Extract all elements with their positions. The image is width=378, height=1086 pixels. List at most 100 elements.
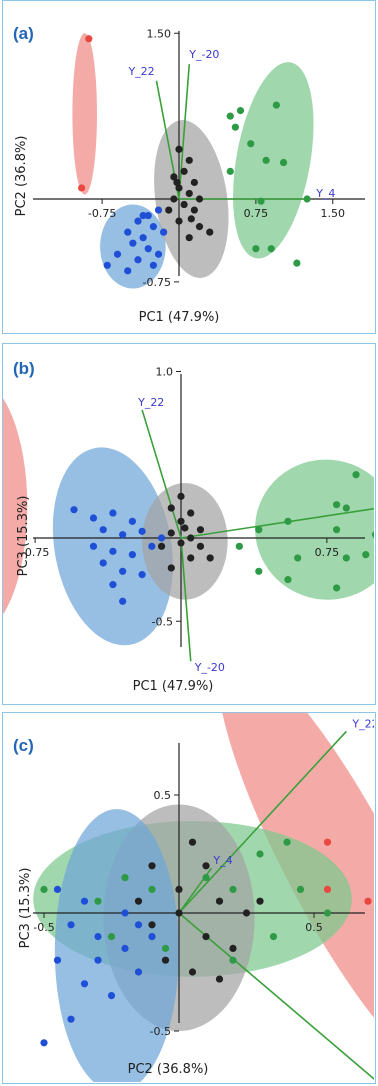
blue-data-point (157, 534, 166, 542)
black-data-point (177, 492, 185, 500)
red-data-point (364, 897, 372, 905)
red-data-point (323, 885, 332, 893)
black-data-point (161, 956, 170, 964)
blue-data-point (70, 506, 78, 514)
black-data-point (185, 156, 193, 164)
blue-data-point (103, 261, 111, 269)
black-data-point (177, 539, 185, 547)
green-data-point (284, 576, 292, 584)
green-data-point (255, 526, 263, 534)
green-data-point (294, 554, 302, 562)
blue-data-point (134, 968, 143, 976)
black-data-point (177, 517, 185, 525)
black-data-point (148, 921, 156, 929)
green-data-point (255, 567, 263, 575)
blue-data-point (94, 933, 102, 941)
blue-data-point (139, 234, 147, 242)
green-data-point (333, 501, 341, 509)
blue-data-point (144, 245, 152, 253)
blue-data-point (154, 206, 163, 214)
black-data-point (157, 542, 166, 550)
black-data-point (175, 145, 183, 153)
x-tick-label: -0.75 (21, 546, 49, 559)
blue-data-point (89, 514, 98, 522)
red-data-point (323, 838, 332, 846)
x-tick-label: 1.50 (321, 207, 346, 220)
blue-data-point (89, 542, 98, 550)
blue-data-point (119, 597, 127, 605)
black-data-point (175, 184, 183, 192)
panel-label: (b) (13, 359, 35, 378)
chart-a: -0.75 0.75 1.50 1.50 -0.75 Y_22 Y_-20 Y_4 (a) PC1… (13, 24, 365, 325)
green-data-point (272, 101, 280, 109)
black-data-point (167, 564, 175, 572)
vector-label: Y_22 (127, 65, 154, 78)
y-axis-label: PC2 (36.8%) (14, 136, 29, 217)
green-data-point (94, 897, 102, 905)
y-tick-label: 1.0 (156, 366, 174, 379)
chart-b: -0.750.751.501.0-0.5Y_22Y_4Y_-20(b)PC1 (… (3, 359, 374, 694)
panel-label: (c) (13, 736, 34, 755)
green-data-point (247, 140, 255, 148)
blue-data-point (139, 211, 147, 220)
green-data-point (293, 259, 301, 267)
black-data-point (242, 909, 251, 917)
black-data-point (215, 897, 224, 905)
green-data-point (235, 542, 243, 550)
blue-data-point (121, 909, 129, 917)
black-data-point (187, 215, 195, 223)
loading-vector (141, 409, 182, 539)
vector-label: Y_-20 (194, 661, 225, 674)
panel-c: -0.50.51.01.00.5-0.5Y_22Y_4Y_-20(c)PC2 (… (2, 712, 376, 1084)
blue-data-point (67, 1015, 75, 1023)
red-data-point (85, 35, 93, 43)
green-data-point (148, 885, 156, 893)
green-data-point (323, 909, 332, 917)
green-data-point (161, 944, 170, 952)
black-data-point (165, 206, 173, 214)
green-data-point (236, 107, 245, 115)
blue-data-point (109, 581, 117, 589)
blue-data-point (124, 228, 132, 236)
blue-data-point (149, 223, 157, 231)
black-data-point (167, 529, 175, 537)
red-group-ellipse (3, 398, 28, 615)
loading-vector (178, 912, 374, 1080)
group-ellipses (72, 33, 314, 289)
blue-data-point (121, 944, 129, 952)
blue-data-point (99, 526, 107, 534)
y-tick-label: 0.5 (154, 789, 172, 802)
black-data-point (190, 206, 198, 214)
black-data-point (202, 933, 210, 941)
black-data-point (187, 509, 195, 517)
y-tick-label: -0.5 (152, 615, 173, 628)
black-data-point (170, 173, 178, 181)
black-data-point (148, 862, 156, 870)
blue-data-point (99, 559, 107, 567)
vector-label: Y_-20 (188, 48, 219, 61)
vector-label: Y_22 (351, 717, 374, 730)
red-data-point (78, 184, 86, 192)
green-data-point (303, 195, 311, 203)
blue-data-point (119, 567, 127, 575)
green-group-ellipse (233, 62, 314, 259)
vector-label: Y_4 (212, 854, 232, 867)
green-data-point (40, 885, 48, 893)
blue-data-point (67, 921, 75, 929)
green-data-point (342, 504, 350, 512)
blue-group-ellipse (54, 809, 179, 1082)
black-data-point (181, 524, 189, 532)
blue-data-point (109, 509, 117, 517)
blue-data-point (53, 956, 62, 964)
black-data-point (196, 542, 205, 550)
black-data-point (185, 234, 193, 242)
group-ellipses (3, 398, 374, 646)
x-tick-label: -0.75 (88, 207, 116, 220)
green-data-point (333, 584, 341, 592)
green-data-point (269, 933, 278, 941)
blue-data-point (144, 211, 152, 220)
loading-vector (178, 64, 191, 200)
green-data-point (121, 874, 129, 882)
blue-data-point (94, 956, 102, 964)
blue-data-point (113, 250, 122, 258)
